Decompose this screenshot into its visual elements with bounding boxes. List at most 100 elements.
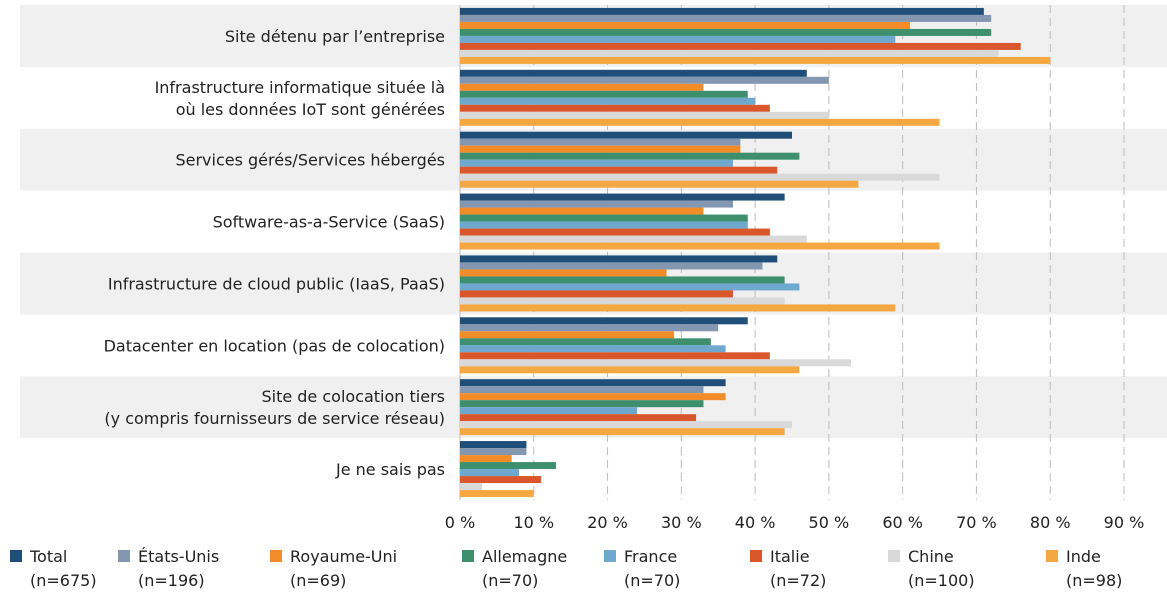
bar <box>460 469 520 477</box>
legend-sample: (n=100) <box>908 571 975 590</box>
bar <box>460 366 800 374</box>
legend-swatch <box>604 550 616 562</box>
legend-sample: (n=675) <box>30 571 97 590</box>
bar <box>460 90 748 98</box>
bar <box>460 138 741 146</box>
bar <box>460 111 829 119</box>
bar <box>460 69 807 77</box>
bar <box>460 76 829 84</box>
bar <box>460 207 704 215</box>
category-label: Site détenu par l’entreprise <box>225 27 445 46</box>
bar <box>460 324 719 332</box>
legend-label: Italie <box>770 547 810 566</box>
x-tick-label: 50 % <box>809 513 850 532</box>
bar <box>460 400 704 408</box>
bar <box>460 407 638 415</box>
category-label: Software-as-a-Service (SaaS) <box>213 213 445 232</box>
category-line: Infrastructure informatique située là <box>155 78 445 97</box>
bar <box>460 262 763 270</box>
category-line: Je ne sais pas <box>335 460 445 479</box>
legend-swatch <box>270 550 282 562</box>
legend-swatch <box>1046 550 1058 562</box>
bar <box>460 448 527 456</box>
bar <box>460 193 785 201</box>
bar <box>460 97 756 105</box>
bar <box>460 56 1051 64</box>
bar <box>460 386 704 394</box>
bar <box>460 180 859 188</box>
bar <box>460 331 674 339</box>
bar <box>460 269 667 277</box>
category-line: Software-as-a-Service (SaaS) <box>213 213 445 232</box>
bar <box>460 200 733 208</box>
bar <box>460 379 726 387</box>
bar <box>460 173 940 181</box>
bar <box>460 228 770 236</box>
bar <box>460 283 800 291</box>
bar <box>460 414 697 422</box>
category-label: Je ne sais pas <box>335 460 445 479</box>
bar <box>460 255 778 263</box>
bar <box>460 104 770 112</box>
bar <box>460 83 704 91</box>
bar <box>460 483 483 491</box>
bar <box>460 35 896 43</box>
bar <box>460 317 748 325</box>
x-tick-label: 10 % <box>513 513 554 532</box>
category-line: Services gérés/Services hébergés <box>175 151 445 170</box>
legend-swatch <box>118 550 130 562</box>
bar <box>460 7 984 15</box>
bar <box>460 235 807 243</box>
x-tick-label: 80 % <box>1030 513 1071 532</box>
bar <box>460 490 534 498</box>
bar <box>460 28 992 36</box>
category-label: Infrastructure de cloud public (IaaS, Pa… <box>108 274 445 293</box>
bar <box>460 276 785 284</box>
bar <box>460 428 785 436</box>
bar <box>460 159 733 167</box>
bar <box>460 421 792 429</box>
bar <box>460 455 512 463</box>
bar <box>460 145 741 153</box>
bar <box>460 441 527 449</box>
bar <box>460 345 726 353</box>
legend-swatch <box>888 550 900 562</box>
bar <box>460 242 940 250</box>
category-line: Infrastructure de cloud public (IaaS, Pa… <box>108 274 445 293</box>
legend-swatch <box>750 550 762 562</box>
bar <box>460 14 992 22</box>
legend-swatch <box>462 550 474 562</box>
legend-label: Chine <box>908 547 954 566</box>
bar <box>460 304 896 312</box>
x-tick-label: 40 % <box>735 513 776 532</box>
bar <box>460 290 733 298</box>
legend-sample: (n=70) <box>624 571 680 590</box>
bar <box>460 352 770 360</box>
legend-sample: (n=196) <box>138 571 205 590</box>
legend-label: Total <box>29 547 67 566</box>
bar <box>460 166 778 174</box>
bar <box>460 393 726 401</box>
category-line: (y compris fournisseurs de service résea… <box>104 409 445 428</box>
legend-sample: (n=72) <box>770 571 826 590</box>
legend-sample: (n=98) <box>1066 571 1122 590</box>
bar <box>460 131 792 139</box>
bar <box>460 476 542 484</box>
bar <box>460 118 940 126</box>
bar <box>460 297 785 305</box>
bar <box>460 152 800 160</box>
x-tick-label: 70 % <box>956 513 997 532</box>
category-line: Datacenter en location (pas de colocatio… <box>104 336 445 355</box>
bar <box>460 49 999 57</box>
bar <box>460 214 748 222</box>
legend-label: Allemagne <box>482 547 567 566</box>
x-tick-label: 60 % <box>882 513 923 532</box>
category-label: Infrastructure informatique située là où … <box>155 78 445 119</box>
bar <box>460 359 852 367</box>
category-label: Services gérés/Services hébergés <box>175 151 445 170</box>
bar <box>460 42 1021 50</box>
bar <box>460 462 556 470</box>
legend-swatch <box>10 550 22 562</box>
legend-sample: (n=69) <box>290 571 346 590</box>
